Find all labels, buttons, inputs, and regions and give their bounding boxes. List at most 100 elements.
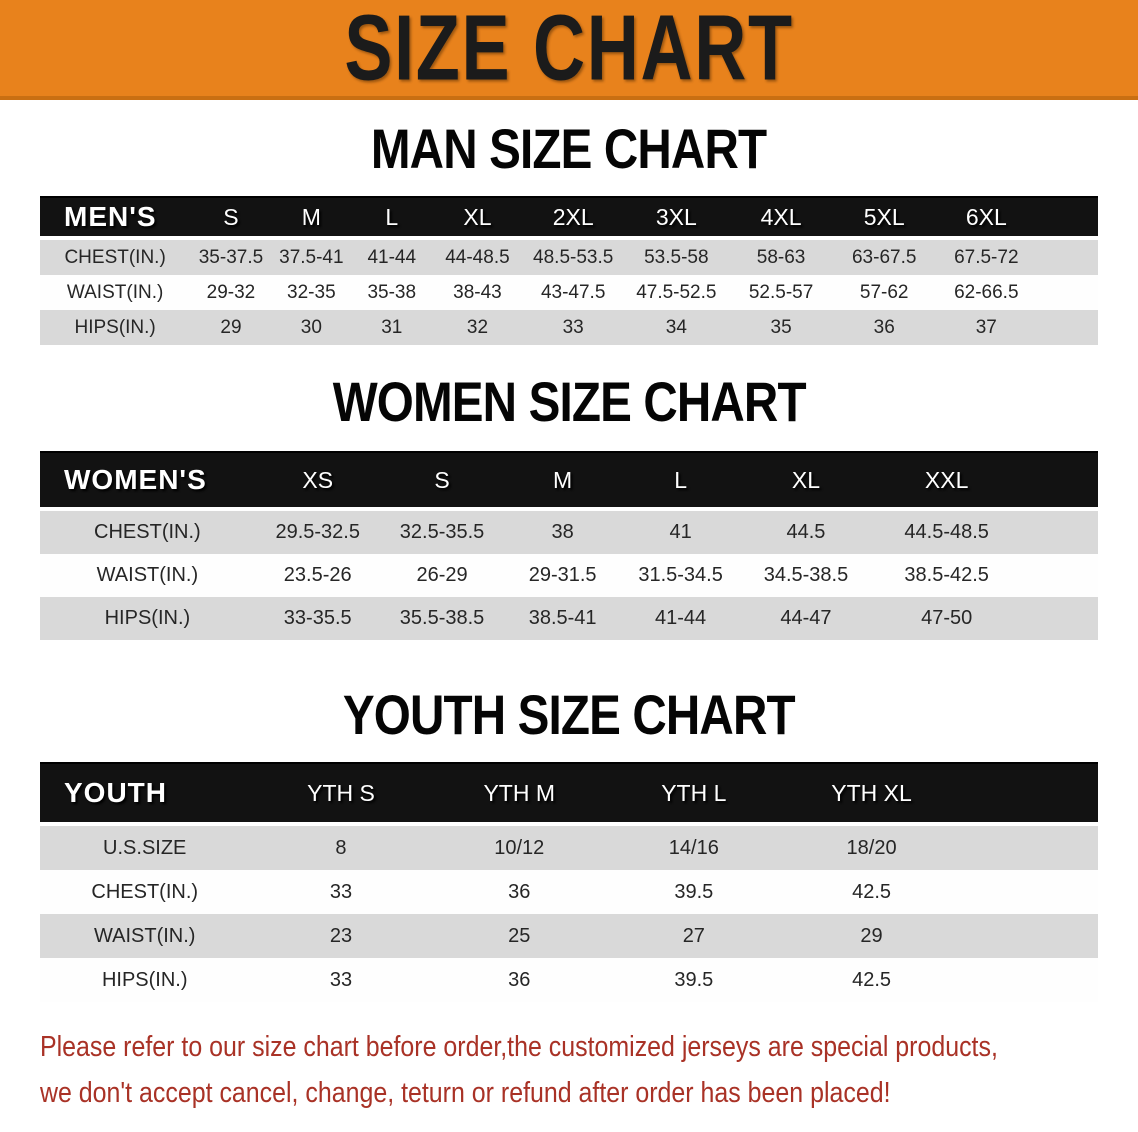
size-column-header: S (190, 196, 272, 240)
size-column-header: YTH M (432, 762, 606, 826)
size-value-cell: 43-47.5 (522, 275, 624, 310)
row-label: HIPS(IN.) (40, 958, 250, 1002)
spacer-cell (1020, 451, 1098, 511)
spacer-cell (961, 826, 1098, 870)
size-column-header: YTH S (249, 762, 433, 826)
size-value-cell: 35-37.5 (190, 240, 272, 275)
disclaimer-line-1: Please refer to our size chart before or… (40, 1031, 998, 1063)
size-value-cell: 33 (522, 310, 624, 345)
banner-title: SIZE CHART (344, 0, 794, 100)
table-row: U.S.SIZE 8 10/12 14/16 18/20 (40, 826, 1098, 870)
women-size-chart-heading: WOMEN SIZE CHART (0, 370, 1138, 433)
table-row: HIPS(IN.) 33-35.5 35.5-38.5 38.5-41 41-44 44-… (40, 597, 1098, 640)
row-label: WAIST(IN.) (40, 554, 255, 597)
spacer-cell (961, 914, 1098, 958)
size-value-cell: 38 (503, 511, 622, 554)
size-value-cell: 32-35 (271, 275, 352, 310)
youth-size-table: YOUTH YTH S YTH M YTH L YTH XL U.S.SIZE 8 10/12… (40, 762, 1098, 1002)
size-value-cell: 26-29 (380, 554, 504, 597)
spacer-cell (1037, 275, 1098, 310)
size-column-header: XXL (872, 451, 1021, 511)
size-column-header: 3XL (623, 196, 729, 240)
group-label: WOMEN'S (40, 451, 255, 511)
spacer-cell (1020, 511, 1098, 554)
size-column-header: M (503, 451, 622, 511)
spacer-cell (961, 958, 1098, 1002)
size-value-cell: 63-67.5 (833, 240, 935, 275)
size-value-cell: 44.5-48.5 (872, 511, 1021, 554)
row-label: U.S.SIZE (40, 826, 250, 870)
size-column-header: XL (432, 196, 523, 240)
man-size-chart-heading-text: MAN SIZE CHART (371, 117, 767, 180)
size-value-cell: 44.5 (739, 511, 873, 554)
size-value-cell: 23.5-26 (254, 554, 381, 597)
size-value-cell: 29-32 (190, 275, 272, 310)
row-label: HIPS(IN.) (40, 310, 191, 345)
row-label: CHEST(IN.) (40, 240, 191, 275)
size-value-cell: 27 (606, 914, 782, 958)
women-size-chart-heading-text: WOMEN SIZE CHART (332, 370, 807, 433)
size-column-header: YTH L (606, 762, 782, 826)
size-value-cell: 29 (781, 914, 962, 958)
size-value-cell: 41-44 (351, 240, 433, 275)
size-value-cell: 42.5 (781, 958, 962, 1002)
size-header-row: YOUTH YTH S YTH M YTH L YTH XL (40, 762, 1098, 826)
size-value-cell: 42.5 (781, 870, 962, 914)
table-row: HIPS(IN.) 29 30 31 32 33 34 35 36 37 (40, 310, 1098, 345)
size-value-cell: 39.5 (606, 958, 782, 1002)
size-column-header: L (621, 451, 740, 511)
size-value-cell: 47.5-52.5 (623, 275, 729, 310)
size-value-cell: 38.5-42.5 (872, 554, 1021, 597)
size-value-cell: 36 (833, 310, 935, 345)
size-value-cell: 36 (432, 870, 606, 914)
size-value-cell: 25 (432, 914, 606, 958)
size-value-cell: 32.5-35.5 (380, 511, 504, 554)
size-column-header: 6XL (935, 196, 1038, 240)
size-value-cell: 47-50 (872, 597, 1021, 640)
size-value-cell: 35.5-38.5 (380, 597, 504, 640)
size-value-cell: 31 (351, 310, 433, 345)
size-value-cell: 48.5-53.5 (522, 240, 624, 275)
spacer-cell (1037, 196, 1098, 240)
size-column-header: S (380, 451, 504, 511)
size-value-cell: 32 (432, 310, 523, 345)
men-size-table: MEN'S S M L XL 2XL 3XL 4XL 5XL 6XL CHEST(IN.) 35-37… (40, 196, 1098, 345)
table-row: CHEST(IN.) 29.5-32.5 32.5-35.5 38 41 44.5 44.5… (40, 511, 1098, 554)
size-column-header: XS (254, 451, 381, 511)
size-value-cell: 37.5-41 (271, 240, 352, 275)
size-column-header: 2XL (522, 196, 624, 240)
table-row: CHEST(IN.) 35-37.5 37.5-41 41-44 44-48.5 48.5… (40, 240, 1098, 275)
table-row: WAIST(IN.) 29-32 32-35 35-38 38-43 43-47.5 47.… (40, 275, 1098, 310)
size-value-cell: 34.5-38.5 (739, 554, 873, 597)
size-column-header: 5XL (833, 196, 935, 240)
man-size-chart-heading: MAN SIZE CHART (0, 117, 1138, 180)
size-value-cell: 23 (249, 914, 433, 958)
spacer-cell (961, 762, 1098, 826)
size-value-cell: 14/16 (606, 826, 782, 870)
size-column-header: XL (739, 451, 873, 511)
size-value-cell: 18/20 (781, 826, 962, 870)
size-value-cell: 67.5-72 (935, 240, 1038, 275)
spacer-cell (1037, 310, 1098, 345)
size-header-row: WOMEN'S XS S M L XL XXL (40, 451, 1098, 511)
size-value-cell: 39.5 (606, 870, 782, 914)
size-column-header: 4XL (728, 196, 834, 240)
size-value-cell: 38.5-41 (503, 597, 622, 640)
size-value-cell: 33-35.5 (254, 597, 381, 640)
size-value-cell: 29-31.5 (503, 554, 622, 597)
size-value-cell: 34 (623, 310, 729, 345)
size-column-header: L (351, 196, 433, 240)
size-value-cell: 36 (432, 958, 606, 1002)
size-value-cell: 37 (935, 310, 1038, 345)
group-label: MEN'S (40, 196, 191, 240)
row-label: WAIST(IN.) (40, 275, 191, 310)
size-header-row: MEN'S S M L XL 2XL 3XL 4XL 5XL 6XL (40, 196, 1098, 240)
size-value-cell: 53.5-58 (623, 240, 729, 275)
row-label: HIPS(IN.) (40, 597, 255, 640)
size-value-cell: 44-47 (739, 597, 873, 640)
size-value-cell: 57-62 (833, 275, 935, 310)
size-chart-banner: SIZE CHART (0, 0, 1138, 100)
size-value-cell: 29.5-32.5 (254, 511, 381, 554)
row-label: CHEST(IN.) (40, 870, 250, 914)
size-value-cell: 33 (249, 958, 433, 1002)
